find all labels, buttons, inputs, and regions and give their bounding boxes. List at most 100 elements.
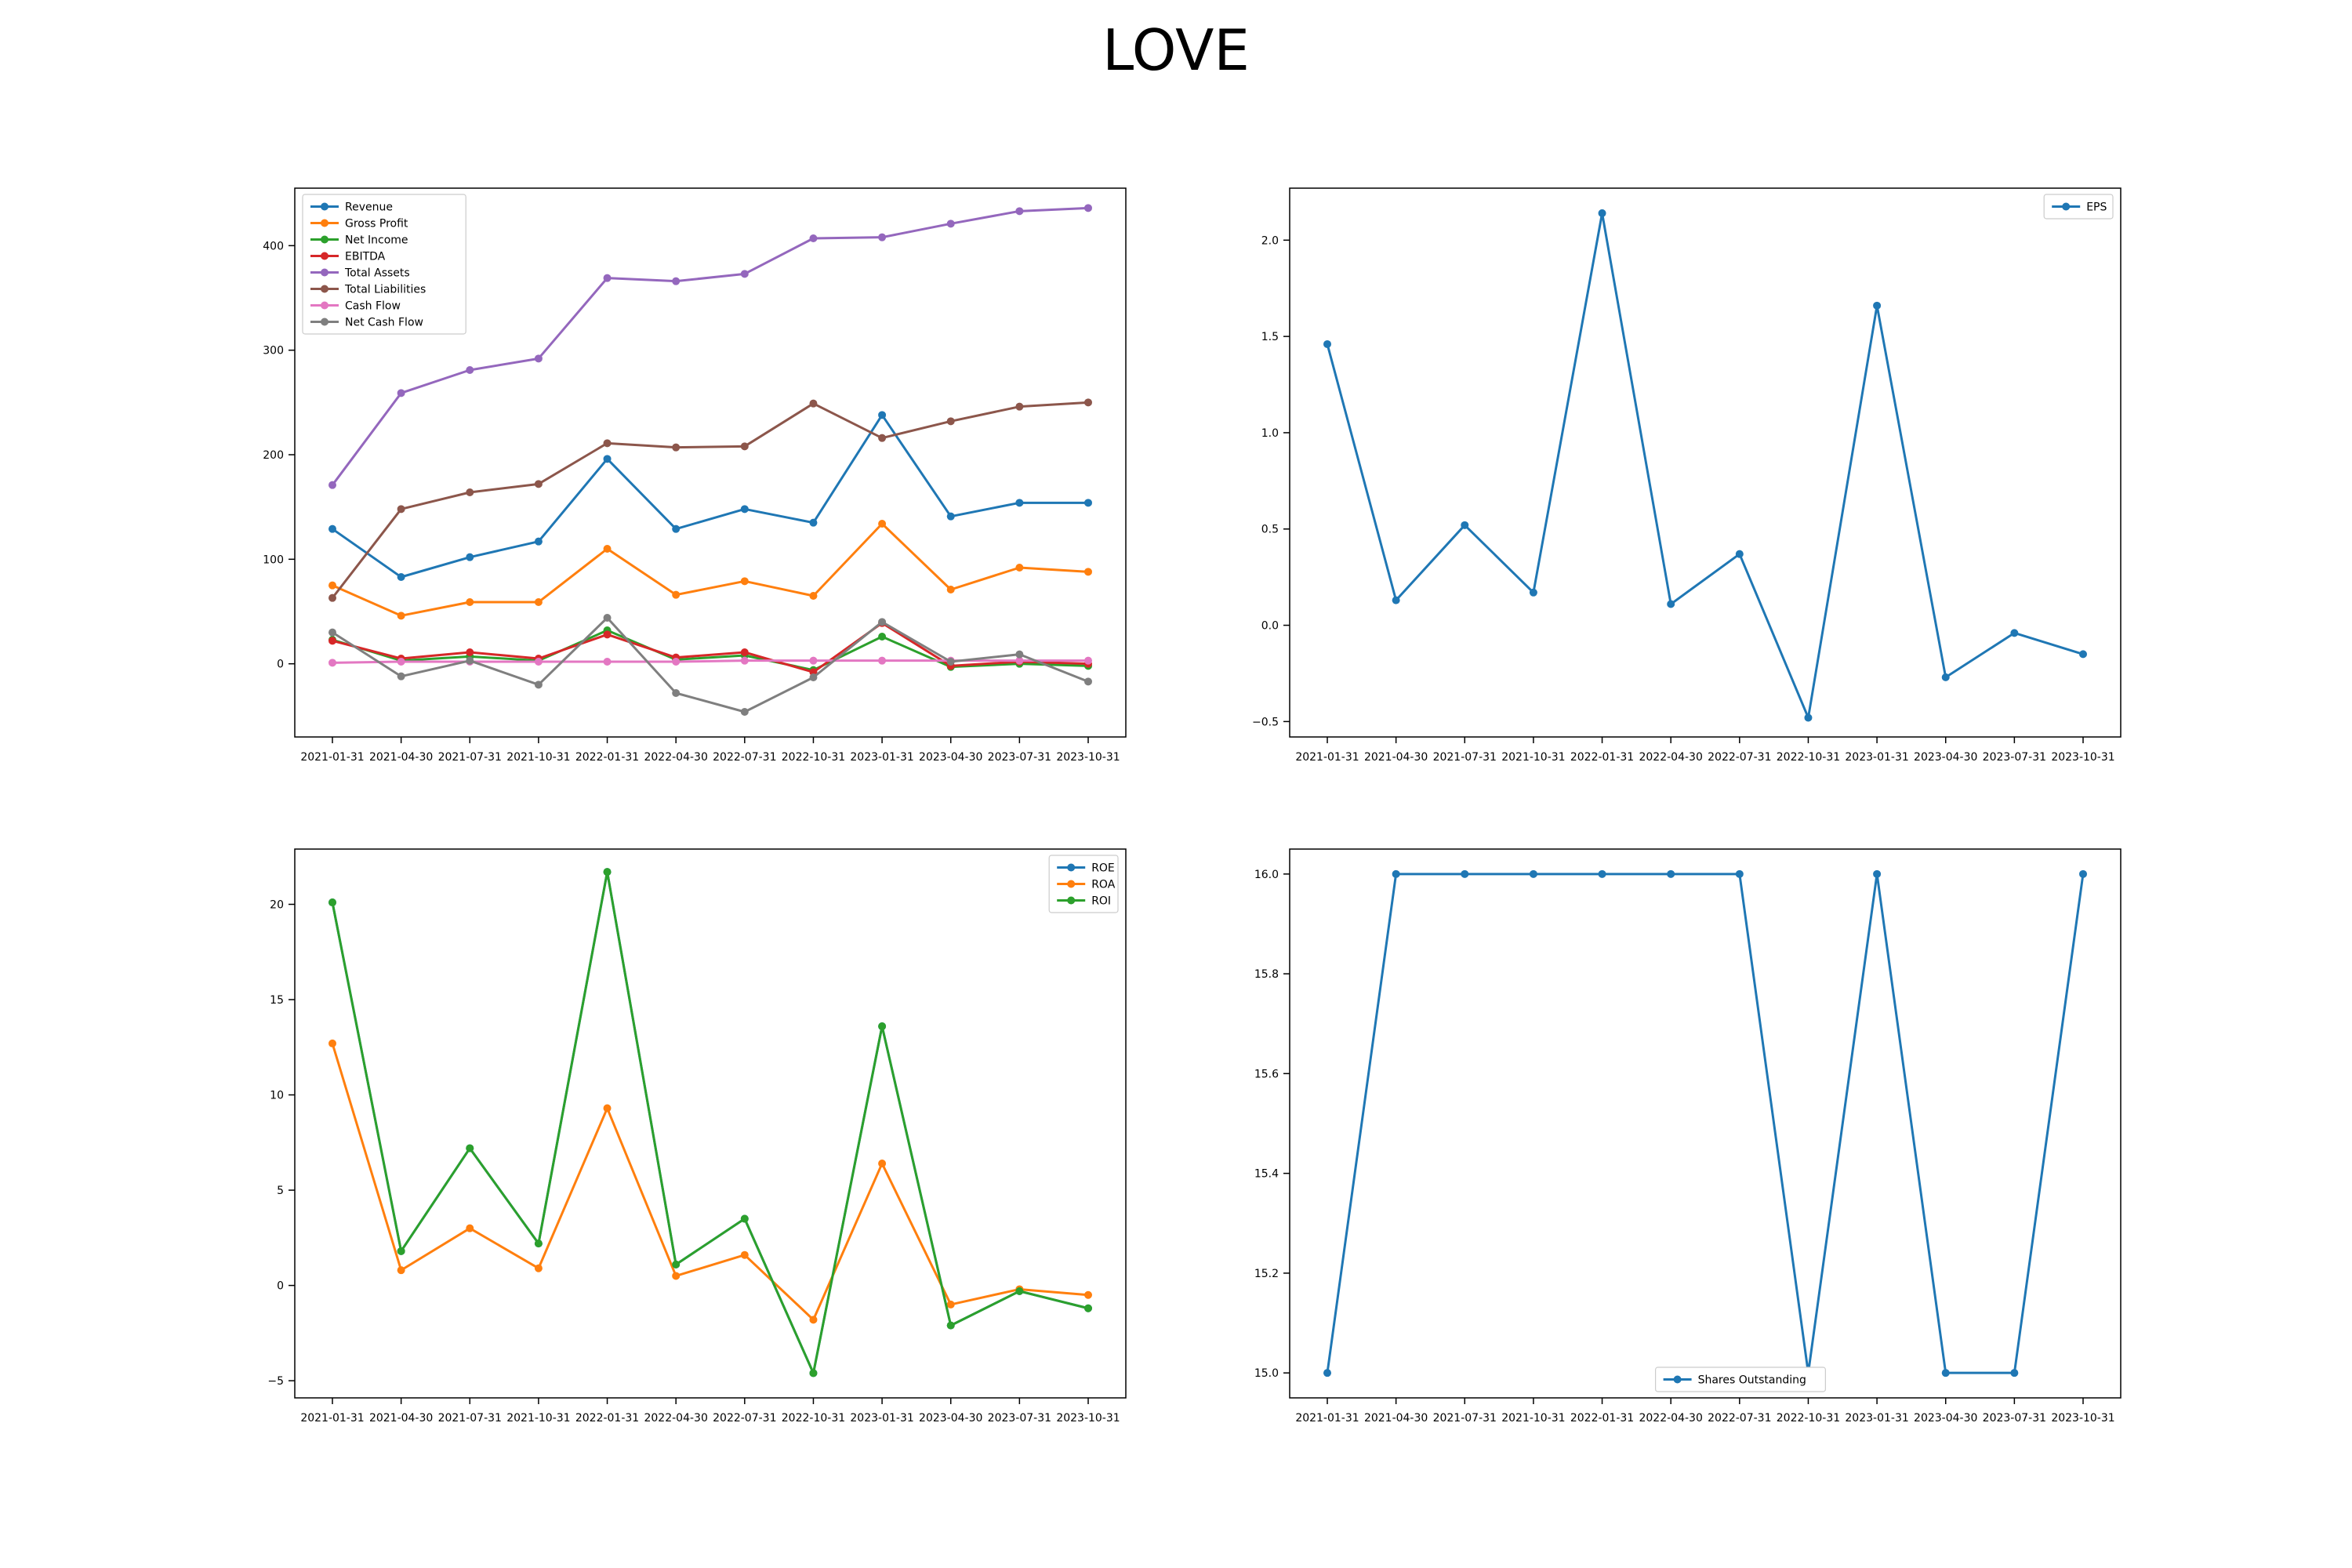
series-roa-point [603, 1104, 612, 1112]
series-shares-outstanding-point [1873, 869, 1882, 878]
series-total-liabilities-point [466, 488, 474, 496]
series-roi-point [878, 1022, 887, 1031]
x-tick-label: 2021-04-30 [1364, 751, 1428, 764]
series-eps-point [1667, 600, 1675, 608]
axes-frame [294, 848, 1127, 1399]
legend-roi-label: ROI [1091, 895, 1111, 908]
x-tick-label: 2023-10-31 [2051, 751, 2114, 764]
x-tick-label: 2021-01-31 [300, 751, 364, 764]
y-tick-label: 1.0 [1261, 427, 1279, 440]
y-tick-label: 5 [277, 1185, 284, 1197]
series-roi-point [466, 1144, 474, 1152]
y-tick-label: 15.6 [1254, 1068, 1279, 1080]
y-tick-label: −5 [267, 1375, 284, 1388]
x-tick-label: 2022-10-31 [1777, 751, 1840, 764]
series-total-assets-point [878, 233, 887, 241]
legend-eps-marker [2062, 202, 2071, 211]
x-tick-label: 2023-07-31 [1983, 1412, 2046, 1425]
x-tick-label: 2021-04-30 [369, 751, 433, 764]
legend-revenue-label: Revenue [345, 201, 393, 214]
series-eps-point [1529, 588, 1537, 597]
series-total-liabilities-point [397, 505, 405, 514]
series-roi-point [1015, 1287, 1024, 1295]
series-revenue-point [809, 518, 818, 527]
x-tick-label: 2022-01-31 [575, 1412, 639, 1425]
axes-frame [294, 187, 1127, 738]
x-tick-label: 2021-07-31 [1433, 751, 1497, 764]
series-total-liabilities-point [740, 442, 749, 451]
series-total-liabilities-point [1015, 402, 1024, 411]
x-tick-label: 2021-01-31 [1295, 1412, 1359, 1425]
series-eps-point [1804, 713, 1813, 722]
series-gross-profit-point [1084, 568, 1092, 576]
series-shares-outstanding-point [1392, 869, 1400, 878]
series-cash-flow-point [397, 658, 405, 666]
series-cash-flow-point [328, 659, 336, 667]
x-tick-label: 2023-01-31 [1845, 751, 1908, 764]
legend-net-cash-flow-marker [321, 318, 328, 326]
legend: ROE ROA ROI [1048, 855, 1119, 913]
series-roa-point [1084, 1290, 1092, 1299]
series-gross-profit-point [466, 598, 474, 606]
x-tick-label: 2022-04-30 [1639, 1412, 1702, 1425]
series-eps-line [1326, 212, 2084, 719]
x-tick-label: 2022-07-31 [713, 751, 776, 764]
x-tick-label: 2022-07-31 [1708, 1412, 1771, 1425]
series-net-cash-flow-line [332, 616, 1089, 713]
series-eps-point [1392, 596, 1400, 604]
series-roa-point [740, 1250, 749, 1259]
series-total-assets-point [397, 389, 405, 397]
legend-total-assets-marker [321, 268, 328, 277]
y-tick-label: 400 [263, 240, 284, 252]
series-cash-flow-point [809, 656, 818, 665]
series-net-income-line [332, 629, 1089, 672]
y-tick-label: 200 [263, 449, 284, 462]
legend-roa-label: ROA [1091, 879, 1116, 891]
series-total-liabilities-point [1084, 398, 1092, 407]
x-tick-label: 2022-10-31 [782, 751, 845, 764]
x-tick-label: 2021-04-30 [1364, 1412, 1428, 1425]
y-tick-label: 16.0 [1254, 869, 1279, 881]
series-revenue-point [740, 505, 749, 514]
series-shares-outstanding-point [1598, 869, 1606, 878]
series-total-assets-point [809, 234, 818, 242]
legend-net-income-label: Net Income [345, 234, 408, 247]
series-roe-line [331, 870, 1089, 1374]
series-cash-flow-point [603, 658, 612, 666]
series-gross-profit-point [397, 612, 405, 620]
series-roa-point [809, 1316, 818, 1324]
x-tick-label: 2022-04-30 [1639, 751, 1702, 764]
series-roi-point [740, 1214, 749, 1223]
series-shares-outstanding-point [2010, 1369, 2019, 1377]
series-revenue-point [878, 411, 887, 419]
x-tick-label: 2023-04-30 [919, 1412, 982, 1425]
series-cash-flow-point [878, 656, 887, 665]
series-eps-point [1598, 209, 1606, 217]
series-roa-point [672, 1272, 681, 1280]
series-roi-point [1084, 1304, 1092, 1312]
legend-revenue-marker [321, 202, 328, 211]
series-total-assets-point [603, 274, 612, 282]
series-gross-profit-point [672, 590, 681, 599]
x-tick-label: 2021-01-31 [1295, 751, 1359, 764]
legend: Shares Outstanding [1655, 1367, 1827, 1392]
series-gross-profit-point [603, 545, 612, 553]
series-gross-profit-point [946, 586, 955, 593]
series-net-cash-flow-point [809, 673, 818, 681]
series-roa-line [331, 1043, 1089, 1321]
series-gross-profit-point [809, 592, 818, 600]
series-eps-point [1461, 521, 1469, 529]
series-ebitda-point [740, 648, 749, 656]
y-tick-label: 10 [270, 1090, 284, 1102]
x-tick-label: 2021-10-31 [506, 751, 570, 764]
axes-frame [1289, 187, 2122, 738]
series-eps-point [1735, 550, 1744, 558]
series-cash-flow-point [1084, 656, 1092, 665]
series-eps-point [2079, 650, 2087, 659]
series-ebitda-point [328, 637, 336, 645]
legend-total-liabilities-label: Total Liabilities [344, 284, 426, 296]
x-tick-label: 2023-07-31 [988, 1412, 1051, 1425]
series-net-cash-flow-point [672, 689, 681, 697]
x-tick-label: 2023-10-31 [1056, 751, 1120, 764]
series-total-assets-point [740, 270, 749, 278]
